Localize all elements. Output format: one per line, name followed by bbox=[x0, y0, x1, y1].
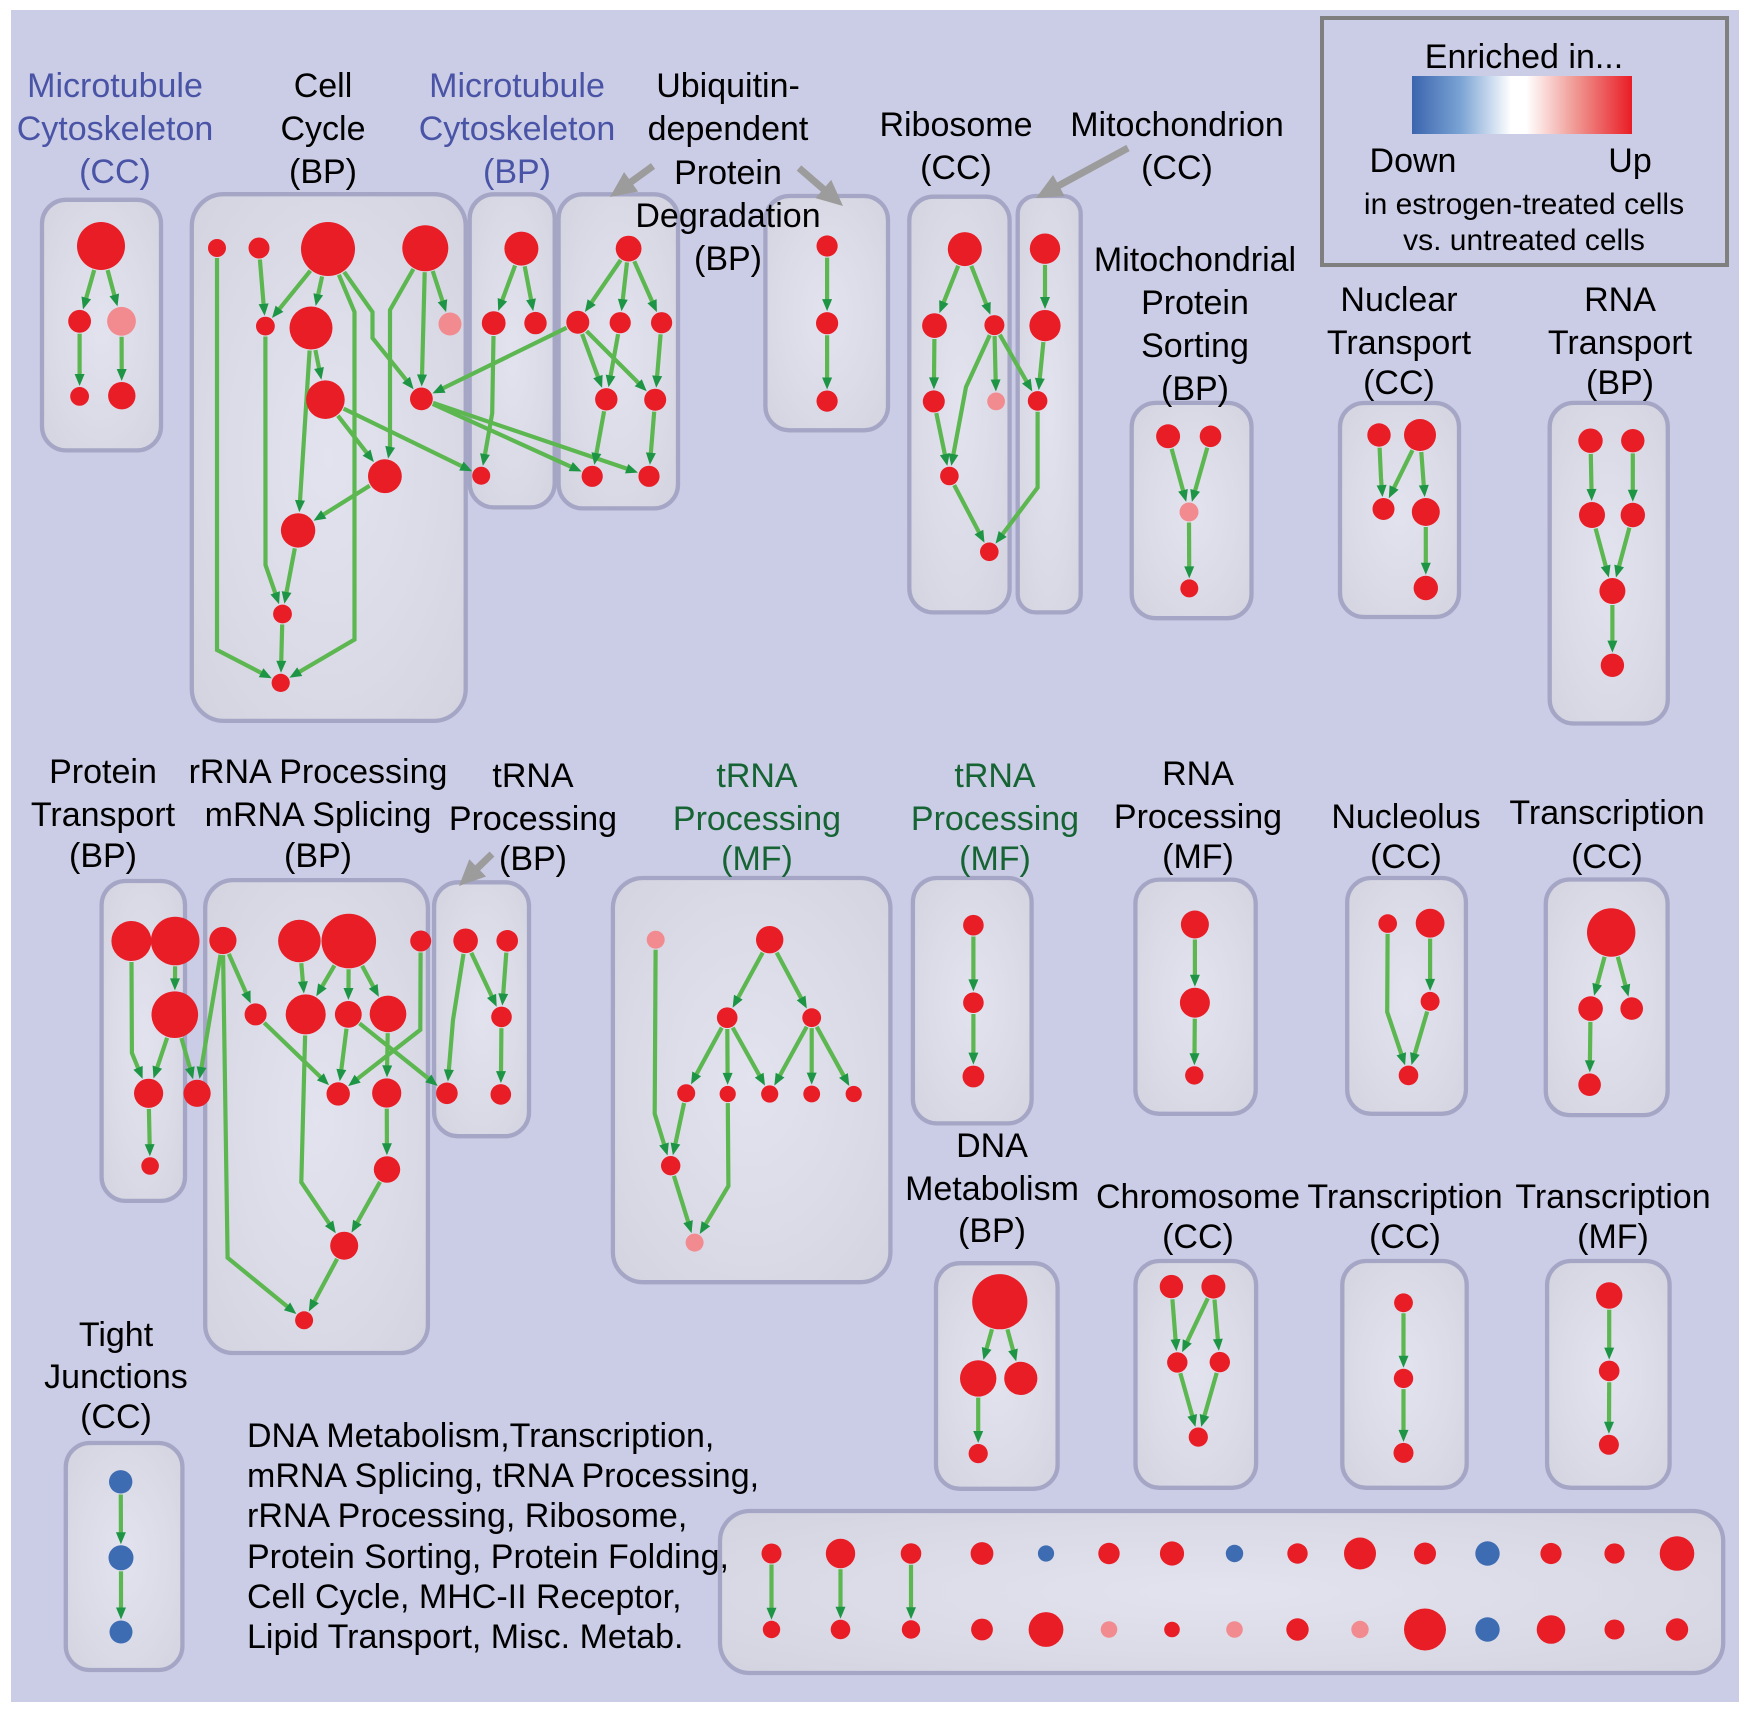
svg-text:Protein: Protein bbox=[674, 154, 782, 192]
svg-text:(BP): (BP) bbox=[1161, 370, 1229, 408]
svg-text:(CC): (CC) bbox=[1141, 149, 1213, 187]
svg-text:(MF): (MF) bbox=[959, 840, 1031, 878]
svg-text:(CC): (CC) bbox=[1369, 1218, 1441, 1256]
svg-text:Down: Down bbox=[1370, 142, 1457, 180]
svg-text:Junctions: Junctions bbox=[44, 1358, 188, 1396]
svg-text:Metabolism: Metabolism bbox=[905, 1170, 1079, 1208]
svg-text:rRNA Processing: rRNA Processing bbox=[189, 753, 448, 791]
svg-text:Sorting: Sorting bbox=[1141, 327, 1249, 365]
svg-text:(BP): (BP) bbox=[958, 1212, 1026, 1250]
svg-text:(CC): (CC) bbox=[920, 149, 992, 187]
svg-text:(BP): (BP) bbox=[483, 153, 551, 191]
svg-text:tRNA: tRNA bbox=[716, 757, 798, 795]
svg-text:Cell Cycle, MHC-II Receptor,: Cell Cycle, MHC-II Receptor, bbox=[247, 1578, 682, 1616]
svg-text:Mitochondrial: Mitochondrial bbox=[1094, 241, 1296, 279]
svg-text:(BP): (BP) bbox=[69, 837, 137, 875]
svg-text:(CC): (CC) bbox=[79, 153, 151, 191]
svg-text:Ribosome: Ribosome bbox=[879, 106, 1032, 144]
svg-text:(BP): (BP) bbox=[499, 840, 567, 878]
svg-text:Cycle: Cycle bbox=[280, 110, 365, 148]
svg-text:(BP): (BP) bbox=[694, 240, 762, 278]
svg-text:Transcription: Transcription bbox=[1509, 794, 1704, 832]
svg-text:(CC): (CC) bbox=[1162, 1218, 1234, 1256]
svg-text:tRNA: tRNA bbox=[954, 757, 1036, 795]
svg-text:Transcription: Transcription bbox=[1515, 1178, 1710, 1216]
svg-text:Protein Sorting, Protein Foldi: Protein Sorting, Protein Folding, bbox=[247, 1538, 729, 1576]
svg-text:(MF): (MF) bbox=[1162, 838, 1234, 876]
svg-text:vs. untreated cells: vs. untreated cells bbox=[1403, 224, 1645, 257]
svg-text:tRNA: tRNA bbox=[492, 757, 574, 795]
svg-text:(MF): (MF) bbox=[721, 840, 793, 878]
svg-text:rRNA Processing, Ribosome,: rRNA Processing, Ribosome, bbox=[247, 1497, 687, 1535]
svg-text:Microtubule: Microtubule bbox=[429, 67, 605, 105]
svg-text:Transport: Transport bbox=[31, 796, 176, 834]
svg-text:Tight: Tight bbox=[79, 1316, 154, 1354]
svg-text:mRNA Splicing, tRNA Processing: mRNA Splicing, tRNA Processing, bbox=[247, 1457, 759, 1495]
svg-text:RNA: RNA bbox=[1584, 281, 1656, 319]
svg-text:Microtubule: Microtubule bbox=[27, 67, 203, 105]
svg-text:Processing: Processing bbox=[911, 800, 1079, 838]
svg-text:Nuclear: Nuclear bbox=[1340, 281, 1457, 319]
svg-text:Lipid Transport, Misc. Metab.: Lipid Transport, Misc. Metab. bbox=[247, 1618, 684, 1656]
svg-text:Processing: Processing bbox=[449, 800, 617, 838]
svg-text:Ubiquitin-: Ubiquitin- bbox=[656, 67, 800, 105]
svg-text:(CC): (CC) bbox=[1571, 838, 1643, 876]
svg-text:Protein: Protein bbox=[1141, 284, 1249, 322]
svg-text:Processing: Processing bbox=[1114, 798, 1282, 836]
svg-text:RNA: RNA bbox=[1162, 755, 1234, 793]
svg-text:Protein: Protein bbox=[49, 753, 157, 791]
svg-text:Transport: Transport bbox=[1327, 324, 1472, 362]
svg-text:Transcription: Transcription bbox=[1307, 1178, 1502, 1216]
svg-text:(CC): (CC) bbox=[1370, 838, 1442, 876]
svg-text:mRNA Splicing: mRNA Splicing bbox=[205, 796, 432, 834]
svg-text:(BP): (BP) bbox=[289, 153, 357, 191]
svg-text:Degradation: Degradation bbox=[635, 197, 820, 235]
svg-text:(BP): (BP) bbox=[284, 837, 352, 875]
svg-text:Cytoskeleton: Cytoskeleton bbox=[17, 110, 214, 148]
svg-text:Cytoskeleton: Cytoskeleton bbox=[419, 110, 616, 148]
svg-text:Mitochondrion: Mitochondrion bbox=[1070, 106, 1284, 144]
svg-text:DNA Metabolism,Transcription,: DNA Metabolism,Transcription, bbox=[247, 1417, 714, 1455]
svg-text:Cell: Cell bbox=[294, 67, 353, 105]
svg-text:(CC): (CC) bbox=[1363, 364, 1435, 402]
svg-text:dependent: dependent bbox=[648, 110, 809, 148]
svg-text:Enriched in...: Enriched in... bbox=[1425, 38, 1623, 76]
svg-text:Chromosome: Chromosome bbox=[1096, 1178, 1300, 1216]
svg-text:(CC): (CC) bbox=[80, 1398, 152, 1436]
svg-text:Up: Up bbox=[1608, 142, 1651, 180]
svg-text:Transport: Transport bbox=[1548, 324, 1693, 362]
svg-text:Processing: Processing bbox=[673, 800, 841, 838]
svg-text:DNA: DNA bbox=[956, 1127, 1028, 1165]
svg-text:(MF): (MF) bbox=[1577, 1218, 1649, 1256]
svg-text:in estrogen-treated cells: in estrogen-treated cells bbox=[1364, 188, 1684, 221]
svg-text:(BP): (BP) bbox=[1586, 364, 1654, 402]
svg-text:Nucleolus: Nucleolus bbox=[1331, 798, 1480, 836]
